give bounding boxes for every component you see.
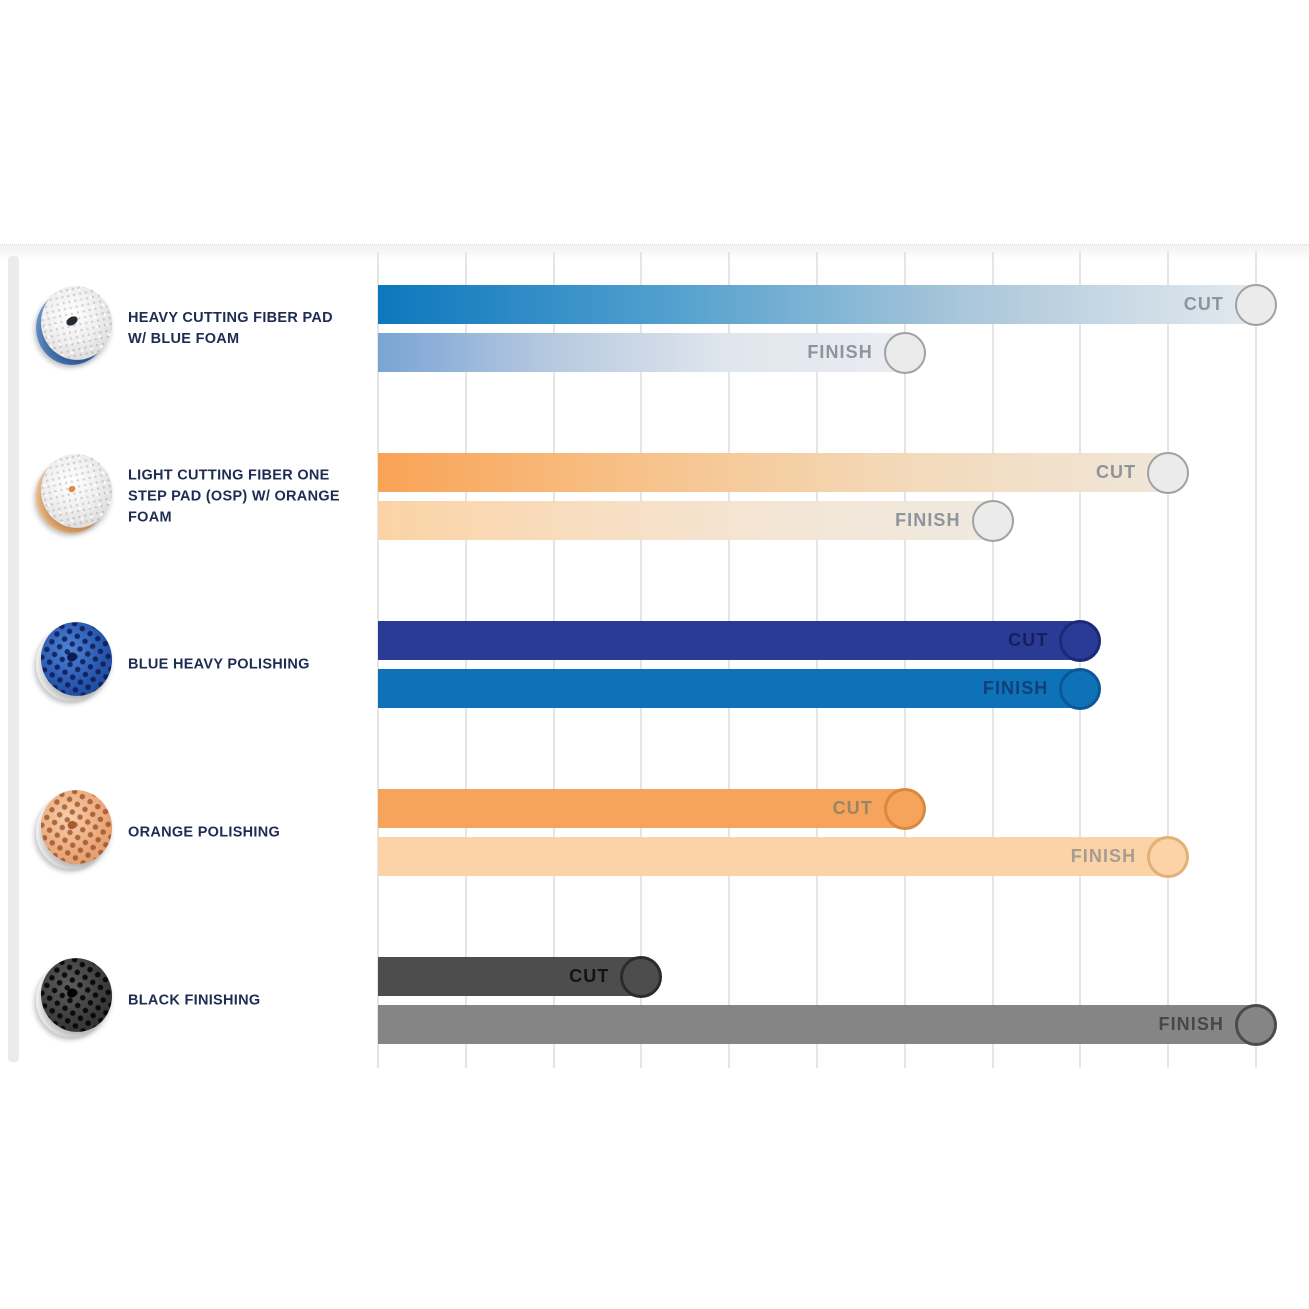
- gridline: [903, 252, 906, 1068]
- finish-bar-label: FINISH: [895, 510, 961, 530]
- finish-bar-label: FINISH: [1158, 1014, 1224, 1034]
- gridline: [1255, 252, 1257, 1068]
- cut-bar: CUT: [378, 789, 919, 828]
- pad-label: BLUE HEAVY POLISHING: [128, 656, 310, 672]
- finish-bar-label: FINISH: [1070, 846, 1137, 866]
- cut-endpoint-circle: [1059, 619, 1102, 662]
- gridline: [464, 252, 467, 1068]
- finish-bar: FINISH: [378, 1005, 1270, 1044]
- gridline: [640, 252, 643, 1068]
- finish-endpoint-circle: [1059, 667, 1102, 710]
- gridline: [1167, 252, 1170, 1068]
- cut-endpoint-circle: [1235, 283, 1277, 326]
- gridline: [816, 252, 818, 1068]
- pad-label: LIGHT CUTTING FIBER ONE STEP PAD (OSP) W…: [128, 467, 340, 525]
- blue-foam-pad-icon: [34, 614, 119, 704]
- gridline: [377, 252, 379, 1068]
- pad-label: HEAVY CUTTING FIBER PAD W/ BLUE FOAM: [128, 309, 333, 347]
- finish-bar-label: FINISH: [807, 342, 873, 362]
- fiber-pad-orange-foam-icon: [34, 446, 119, 536]
- finish-bar: FINISH: [378, 669, 1095, 708]
- cut-bar: CUT: [378, 285, 1252, 324]
- panel-top-border: [0, 244, 1309, 245]
- gridline: [728, 252, 731, 1068]
- finish-endpoint-circle: [883, 331, 926, 374]
- orange-foam-pad-icon: [34, 782, 119, 872]
- fiber-pad-blue-foam-icon: [34, 278, 119, 368]
- panel-top-shade: [0, 245, 1309, 261]
- cut-endpoint-circle: [1147, 451, 1190, 494]
- cut-bar: CUT: [378, 957, 656, 996]
- cut-endpoint-circle: [883, 787, 926, 830]
- cut-bar-label: CUT: [832, 798, 873, 818]
- black-foam-pad-icon: [34, 950, 119, 1040]
- pad-label: ORANGE POLISHING: [128, 824, 281, 840]
- finish-bar: FINISH: [378, 333, 901, 372]
- finish-endpoint-circle: [1147, 835, 1190, 878]
- cut-bar-label: CUT: [1095, 462, 1137, 482]
- pad-comparison-chart: HEAVY CUTTING FIBER PAD W/ BLUE FOAM CUT F…: [0, 245, 1309, 1068]
- cut-bar-label: CUT: [1008, 630, 1049, 650]
- scrollbar-track[interactable]: [8, 256, 19, 1062]
- cut-bar-label: CUT: [569, 966, 610, 986]
- pad-label: BLACK FINISHING: [128, 992, 261, 1008]
- finish-endpoint-circle: [971, 499, 1014, 542]
- cut-bar-label: CUT: [1183, 294, 1224, 314]
- gridline: [991, 252, 994, 1068]
- gridline: [552, 252, 555, 1068]
- finish-bar-label: FINISH: [982, 678, 1049, 698]
- finish-endpoint-circle: [1235, 1003, 1277, 1046]
- cut-bar: CUT: [378, 621, 1095, 660]
- cut-bar: CUT: [378, 453, 1165, 492]
- finish-bar: FINISH: [378, 501, 989, 540]
- finish-bar: FINISH: [378, 837, 1183, 876]
- cut-endpoint-circle: [620, 955, 663, 998]
